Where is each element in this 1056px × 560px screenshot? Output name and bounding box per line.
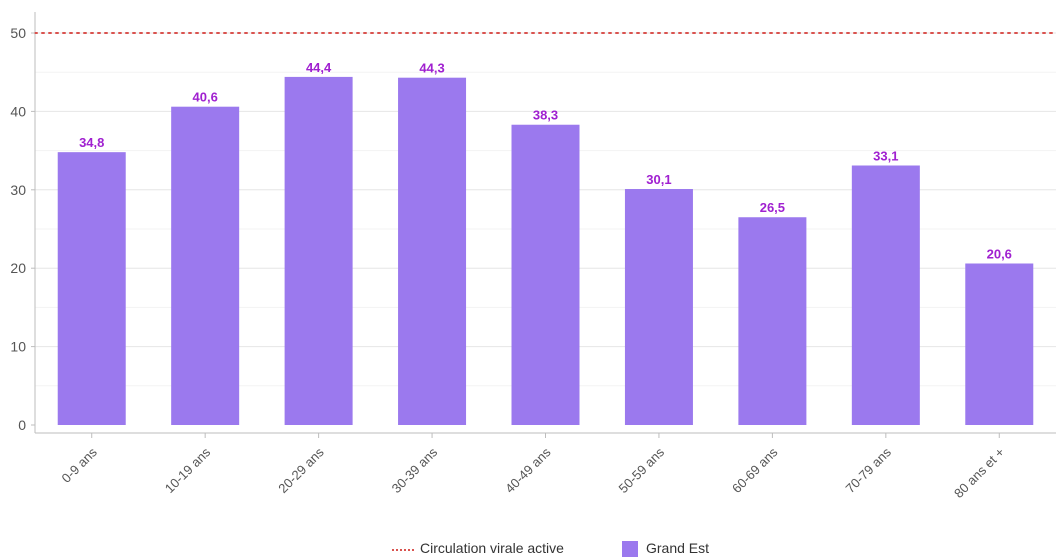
x-tick-label: 50-59 ans bbox=[616, 444, 668, 496]
legend: Circulation virale active Grand Est bbox=[0, 536, 1056, 560]
x-tick-label: 60-69 ans bbox=[729, 444, 781, 496]
data-label: 44,4 bbox=[306, 60, 332, 75]
data-label: 40,6 bbox=[193, 90, 218, 105]
bar bbox=[965, 263, 1034, 425]
x-tick-label: 0-9 ans bbox=[59, 444, 101, 486]
y-tick-label: 50 bbox=[10, 25, 26, 41]
bar bbox=[398, 77, 467, 426]
x-tick-label: 40-49 ans bbox=[502, 444, 554, 496]
data-label: 33,1 bbox=[873, 148, 898, 163]
data-label: 26,5 bbox=[760, 200, 785, 215]
data-label: 34,8 bbox=[79, 135, 104, 150]
y-tick-label: 20 bbox=[10, 260, 26, 276]
x-tick-label: 30-39 ans bbox=[389, 444, 441, 496]
y-tick-label: 10 bbox=[10, 339, 26, 355]
series-legend-label: Grand Est bbox=[646, 540, 710, 556]
data-label: 38,3 bbox=[533, 108, 558, 123]
data-label: 30,1 bbox=[646, 172, 671, 187]
bar bbox=[851, 165, 920, 425]
bar bbox=[57, 152, 126, 425]
data-label: 20,6 bbox=[987, 246, 1012, 261]
reference-line-legend-marker bbox=[392, 549, 414, 551]
data-label: 44,3 bbox=[419, 61, 444, 76]
x-tick-labels: 0-9 ans 10-19 ans 20-29 ans 30-39 ans 40-49 … bbox=[59, 433, 1007, 501]
x-tick-label: 20-29 ans bbox=[275, 444, 327, 496]
reference-line-legend-label: Circulation virale active bbox=[420, 540, 564, 556]
bar bbox=[284, 76, 353, 426]
bar bbox=[171, 106, 240, 426]
bar bbox=[624, 189, 693, 425]
bar bbox=[511, 124, 580, 425]
y-tick-label: 40 bbox=[10, 103, 26, 119]
x-tick-label: 80 ans et + bbox=[951, 445, 1007, 501]
data-labels: 34,8 40,6 44,4 44,3 38,3 30,1 26,5 33,1 20,6 bbox=[79, 60, 1012, 262]
series-legend-swatch bbox=[622, 541, 638, 557]
y-tick-labels: 0 10 20 30 40 50 bbox=[10, 25, 35, 433]
x-tick-label: 70-79 ans bbox=[842, 444, 894, 496]
bars bbox=[57, 76, 1034, 426]
y-tick-label: 30 bbox=[10, 182, 26, 198]
bar bbox=[738, 217, 807, 425]
y-tick-label: 0 bbox=[18, 417, 26, 433]
bar-chart: 34,8 40,6 44,4 44,3 38,3 30,1 26,5 33,1 20,6 0 10… bbox=[10, 12, 1056, 501]
x-tick-label: 10-19 ans bbox=[162, 444, 214, 496]
